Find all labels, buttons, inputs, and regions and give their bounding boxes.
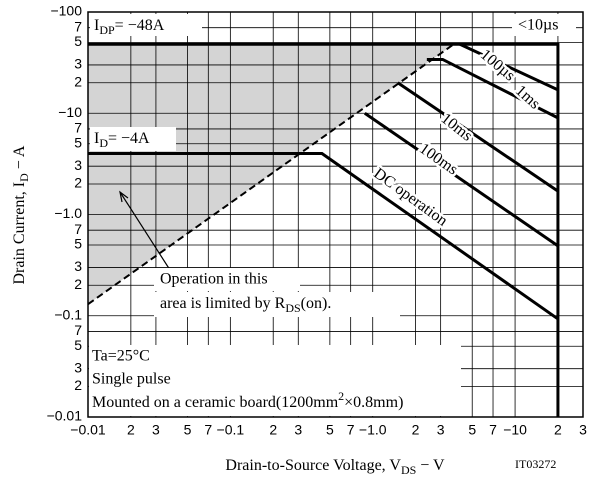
y-tick-label: 3	[74, 56, 82, 72]
x-tick-label: −0.01	[70, 422, 106, 438]
soa-boundary	[459, 42, 559, 92]
y-tick-label: −100	[50, 3, 82, 19]
series-label: <10µs	[518, 17, 558, 34]
text-part: Mounted on a ceramic board(1200mm	[92, 394, 339, 411]
label-bg	[89, 345, 461, 416]
annotation-arrow	[119, 191, 171, 271]
y-tick-label: 7	[74, 18, 82, 34]
x-tick-label: 5	[326, 422, 334, 438]
y-tick-label: 5	[74, 33, 82, 49]
text-part: I	[94, 17, 99, 34]
arrow-head	[119, 190, 129, 203]
label-bg	[90, 14, 202, 36]
x-tick-label: 3	[294, 422, 302, 438]
annotation: Mounted on a ceramic board(1200mm2×0.8mm…	[92, 389, 403, 411]
soa-boundary	[363, 112, 559, 248]
subscript: D	[17, 173, 31, 182]
y-tick-label: 2	[74, 377, 82, 393]
y-axis-title: Drain Current, ID − A	[11, 145, 31, 284]
figure-code: IT03272	[515, 457, 556, 471]
x-tick-label: 5	[468, 422, 476, 438]
soa-boundary	[88, 42, 560, 417]
x-axis-title: Drain-to-Source Voltage, VDS − V	[225, 457, 445, 477]
y-tick-label: 7	[74, 120, 82, 136]
text-part: − V	[416, 457, 445, 474]
annotation: Operation in this	[160, 271, 268, 288]
x-tick-label: 2	[127, 422, 135, 438]
y-tick-label: −0.1	[54, 306, 82, 322]
annotation: IDP= −48A	[94, 17, 165, 37]
rds-on-limit	[87, 43, 455, 306]
text-part: Drain-to-Source Voltage, V	[225, 457, 401, 474]
text-part: − A	[11, 145, 28, 173]
x-tick-label: 5	[184, 422, 192, 438]
y-tick-label: 5	[74, 134, 82, 150]
x-tick-label: −1.0	[359, 422, 387, 438]
plot-frame	[87, 11, 584, 418]
x-tick-label: 7	[489, 422, 497, 438]
condition: Single pulse	[92, 371, 171, 388]
subscript: DS	[285, 301, 300, 315]
y-tick-label: −0.01	[47, 408, 83, 424]
text-part: I	[94, 130, 99, 147]
y-tick-label: −1.0	[54, 205, 82, 221]
x-tick-label: 7	[347, 422, 355, 438]
y-tick-label: 3	[74, 258, 82, 274]
series-label: 10ms	[438, 110, 476, 145]
y-tick-label: 7	[74, 322, 82, 338]
x-tick-label: −0.1	[217, 422, 245, 438]
label-bg	[512, 14, 576, 36]
x-tick-label: 2	[554, 422, 562, 438]
x-tick-label: 3	[437, 422, 445, 438]
y-tick-label: 7	[74, 221, 82, 237]
y-tick-label: −10	[58, 104, 82, 120]
annotation: ID= −4A	[94, 130, 150, 150]
condition: Ta=25°C	[92, 348, 150, 365]
text-part: (on).	[301, 295, 332, 312]
text-part: = −4A	[108, 130, 150, 147]
y-tick-label: 5	[74, 236, 82, 252]
y-tick-label: 5	[74, 337, 82, 353]
soa-boundary	[396, 81, 559, 193]
y-tick-label: 3	[74, 359, 82, 375]
subscript: DS	[401, 463, 416, 477]
soa-boundary	[88, 152, 559, 321]
x-tick-label: −10	[503, 422, 527, 438]
y-tick-label: 2	[74, 175, 82, 191]
x-tick-label: 3	[152, 422, 160, 438]
text-part: = −48A	[115, 17, 165, 34]
y-tick-label: 2	[74, 73, 82, 89]
text-part: ×0.8mm)	[344, 394, 403, 411]
label-bg	[154, 292, 400, 317]
label-bg	[90, 127, 176, 151]
x-tick-label: 2	[412, 422, 420, 438]
x-tick-label: 3	[579, 422, 587, 438]
text-part: Drain Current, I	[11, 182, 28, 285]
label-bg	[154, 268, 300, 291]
subscript: D	[99, 136, 108, 150]
y-tick-label: 3	[74, 157, 82, 173]
x-tick-label: 2	[269, 422, 277, 438]
subscript: DP	[99, 23, 115, 37]
superscript: 2	[338, 389, 344, 403]
series-label: 100ms	[416, 140, 461, 178]
x-tick-label: 7	[204, 422, 212, 438]
y-tick-label: 2	[74, 276, 82, 292]
annotation: area is limited by RDS(on).	[160, 295, 331, 315]
text-part: area is limited by R	[160, 295, 286, 312]
